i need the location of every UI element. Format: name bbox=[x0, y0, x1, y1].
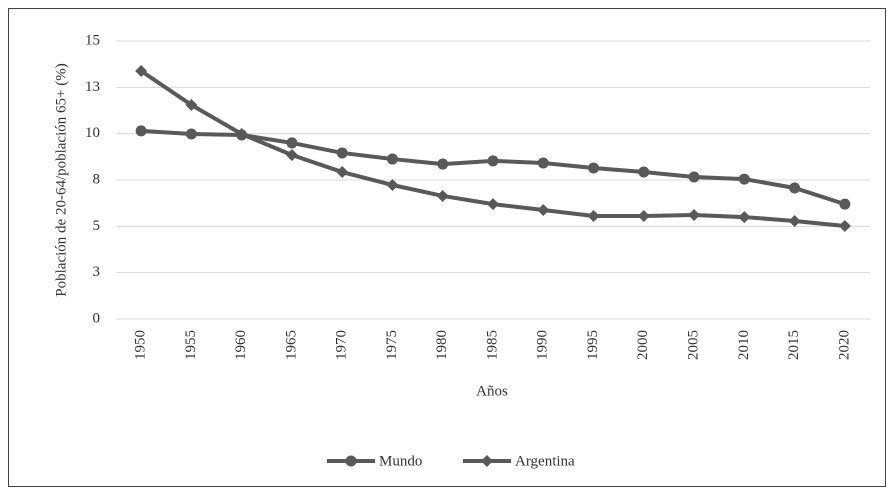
data-point bbox=[386, 179, 399, 192]
legend-label: Mundo bbox=[379, 453, 422, 469]
y-axis-title: Población de 20-64/población 65+ (%) bbox=[53, 63, 69, 296]
x-tick-label: 2000 bbox=[635, 330, 651, 360]
x-tick-label: 2015 bbox=[786, 330, 802, 360]
x-tick-label: 1970 bbox=[334, 330, 350, 360]
legend-marker bbox=[481, 455, 493, 467]
x-tick-label: 1980 bbox=[434, 330, 450, 360]
data-point bbox=[638, 166, 650, 178]
x-tick-label: 1985 bbox=[484, 330, 500, 360]
data-point bbox=[688, 171, 700, 183]
data-point bbox=[738, 211, 751, 224]
x-tick-label: 1990 bbox=[535, 330, 551, 360]
data-point bbox=[185, 128, 197, 140]
data-point bbox=[537, 157, 549, 169]
y-tick-label: 3 bbox=[93, 264, 101, 280]
data-point bbox=[336, 166, 349, 179]
legend-label: Argentina bbox=[515, 453, 575, 469]
data-point bbox=[487, 198, 499, 211]
data-point bbox=[537, 204, 550, 217]
x-tick-label: 2020 bbox=[836, 330, 852, 360]
data-point bbox=[738, 173, 750, 185]
data-point bbox=[286, 137, 298, 149]
x-axis-title: Años bbox=[476, 383, 508, 399]
x-tick-label: 1960 bbox=[233, 330, 249, 360]
y-tick-label: 10 bbox=[85, 125, 100, 141]
frame bbox=[8, 8, 886, 487]
y-tick-label: 5 bbox=[93, 218, 101, 234]
x-tick-label: 1965 bbox=[283, 330, 299, 360]
data-point bbox=[789, 182, 801, 194]
data-point bbox=[838, 219, 851, 232]
data-point bbox=[637, 209, 650, 222]
data-point bbox=[135, 125, 147, 137]
data-point bbox=[436, 189, 449, 202]
data-point bbox=[839, 198, 851, 210]
x-tick-label: 1975 bbox=[384, 330, 400, 360]
x-tick-label: 1995 bbox=[585, 330, 601, 360]
data-point bbox=[788, 214, 801, 227]
y-tick-label: 0 bbox=[93, 310, 101, 326]
data-point bbox=[386, 153, 398, 165]
data-point bbox=[235, 128, 248, 141]
data-point bbox=[135, 65, 148, 78]
data-point bbox=[437, 158, 449, 170]
data-point bbox=[688, 209, 701, 222]
legend-marker bbox=[345, 455, 357, 467]
data-point bbox=[588, 162, 600, 174]
x-tick-label: 2010 bbox=[736, 330, 752, 360]
y-tick-label: 13 bbox=[85, 79, 100, 95]
y-tick-label: 15 bbox=[85, 32, 100, 48]
data-point bbox=[587, 209, 600, 222]
data-point bbox=[487, 155, 499, 167]
y-tick-label: 8 bbox=[93, 171, 101, 187]
x-tick-label: 1955 bbox=[183, 330, 199, 360]
data-point bbox=[336, 147, 348, 159]
data-point bbox=[285, 148, 298, 161]
data-point bbox=[185, 98, 198, 111]
x-tick-label: 1950 bbox=[133, 330, 149, 360]
x-tick-label: 2005 bbox=[686, 330, 702, 360]
